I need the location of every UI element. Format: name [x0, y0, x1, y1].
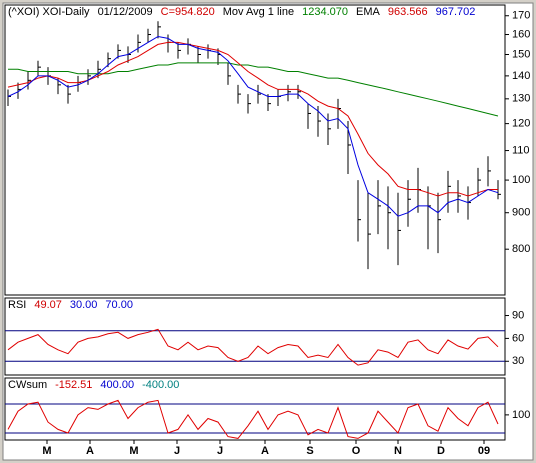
legend-text: C=954.820 — [161, 6, 215, 18]
legend-text: 963.566 — [388, 6, 428, 18]
x-tick-label: D — [437, 445, 445, 457]
panel-border — [4, 4, 506, 296]
legend-text: 30.00 — [70, 299, 98, 311]
indicator-line — [7, 328, 499, 366]
y-tick-label: 160 — [512, 28, 530, 40]
legend-text: -152.51 — [55, 379, 92, 391]
x-tick-label: J — [217, 445, 223, 457]
panel-border — [4, 377, 506, 441]
x-tick-label: M — [129, 445, 138, 457]
indicator-line — [7, 35, 499, 217]
legend-text: EMA — [356, 6, 381, 18]
y-tick-label: 100 — [512, 409, 530, 421]
y-tick-label: 110 — [512, 144, 530, 156]
y-tick-label: 140 — [512, 70, 530, 82]
y-tick-label: 100 — [512, 174, 530, 186]
y-tick-label: 130 — [512, 93, 530, 105]
legend-text: RSI — [8, 299, 26, 311]
legend-text: 70.00 — [105, 299, 133, 311]
x-tick-label: O — [352, 445, 361, 457]
y-tick-label: 900 — [512, 207, 530, 219]
y-tick-label: 800 — [512, 243, 530, 255]
x-tick-label: A — [261, 445, 269, 457]
y-tick-label: 120 — [512, 118, 530, 130]
y-tick-label: 30 — [512, 355, 524, 367]
x-tick-label: A — [86, 445, 94, 457]
legend-text: CWsum — [8, 379, 47, 391]
legend-text: -400.00 — [142, 379, 179, 391]
legend-text: 1234.070 — [302, 6, 348, 18]
indicator-line — [7, 399, 499, 439]
x-tick-label: J — [174, 445, 180, 457]
indicator-line — [8, 62, 499, 117]
legend-text: Mov Avg 1 line — [223, 6, 294, 18]
legend-text: 967.702 — [436, 6, 476, 18]
x-tick-label: M — [42, 445, 51, 457]
y-tick-label: 90 — [512, 309, 524, 321]
legend-text: 49.07 — [34, 299, 62, 311]
y-tick-label: 150 — [512, 48, 530, 60]
x-tick-label: S — [306, 445, 313, 457]
x-tick-label: N — [394, 445, 402, 457]
panel-border — [4, 297, 506, 376]
legend-text: (^XOI) XOI-Daily — [8, 6, 90, 18]
x-tick-label: 09 — [478, 445, 490, 457]
y-tick-label: 170 — [512, 10, 530, 22]
legend-text: 400.00 — [100, 379, 134, 391]
legend-text: 01/12/2009 — [98, 6, 153, 18]
y-tick-label: 60 — [512, 332, 524, 344]
